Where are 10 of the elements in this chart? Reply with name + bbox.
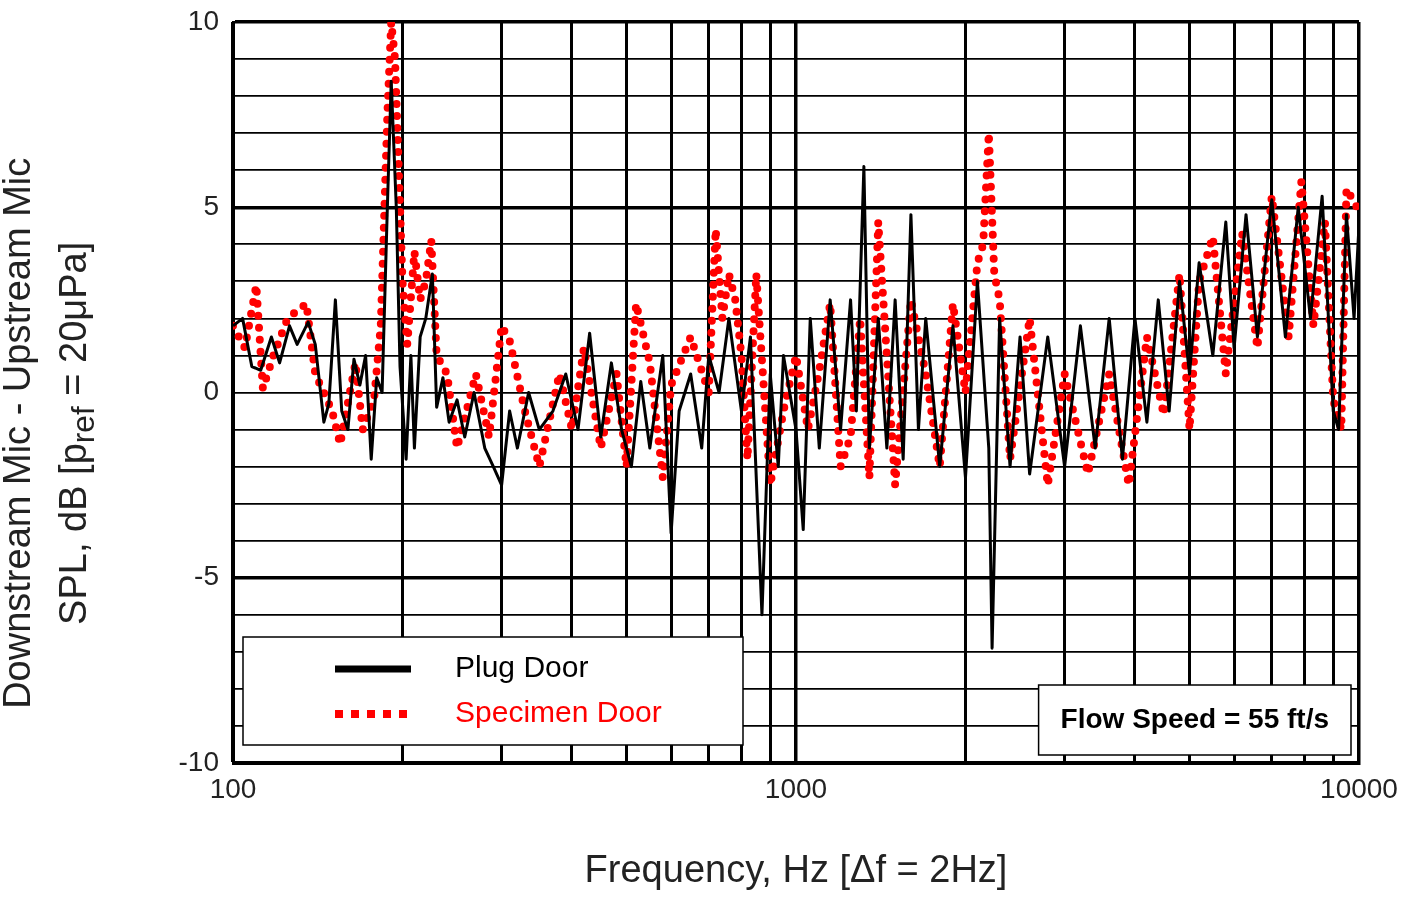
legend-label: Specimen Door	[455, 695, 662, 729]
x-tick-label: 10000	[1320, 772, 1398, 804]
y-tick-label: -5	[194, 560, 219, 592]
y-tick-label: 5	[203, 189, 219, 221]
y-tick-label: 0	[203, 375, 219, 407]
x-tick-label: 1000	[764, 772, 828, 804]
legend-label: Plug Door	[455, 650, 589, 684]
annotation: Flow Speed = 55 ft/s	[1060, 702, 1329, 734]
x-axis-title: Frequency, Hz [Δf = 2Hz]	[583, 848, 1009, 891]
y-tick-label: 10	[187, 4, 219, 36]
